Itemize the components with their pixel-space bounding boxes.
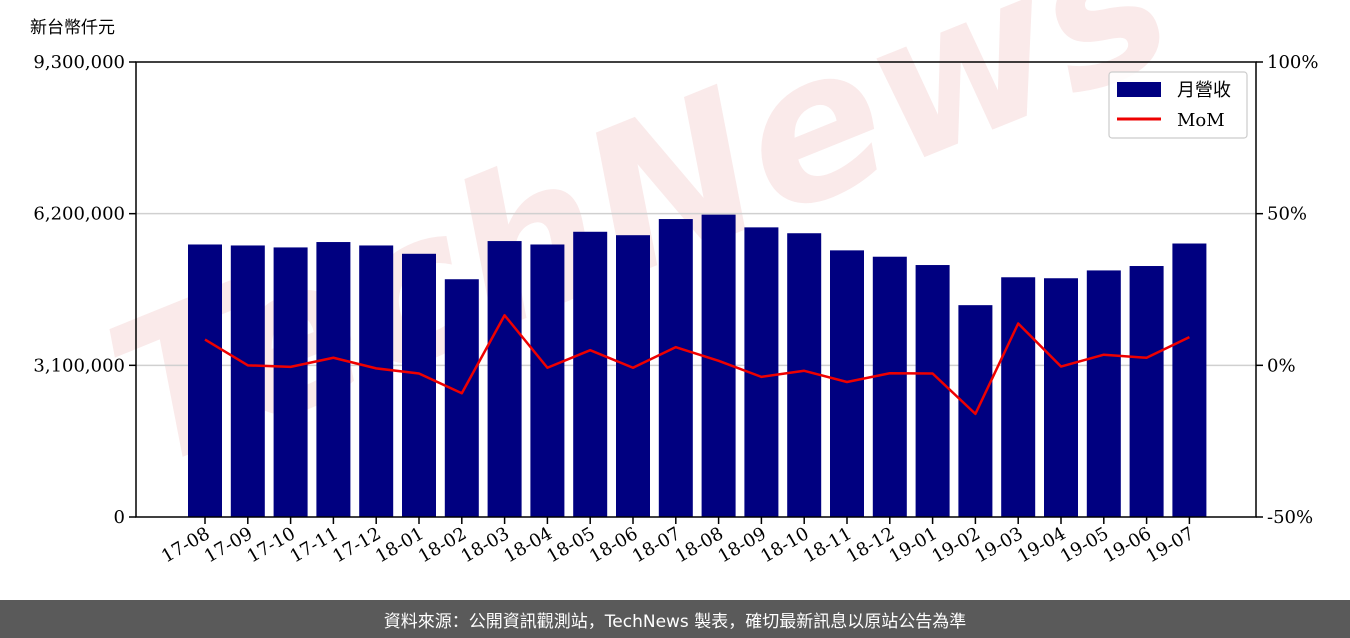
x-tick-label: 17-12	[329, 523, 384, 567]
bar-18-12	[872, 256, 907, 517]
bar-series	[188, 214, 1207, 518]
bar-17-11	[316, 242, 351, 517]
bar-18-06	[616, 235, 650, 517]
y-right-tick-label: 100%	[1267, 52, 1318, 73]
legend-label-mom: MoM	[1177, 110, 1225, 131]
bar-18-02	[444, 279, 479, 517]
x-tick-label: 19-02	[928, 523, 983, 567]
bar-19-05	[1086, 270, 1121, 517]
x-tick-label: 18-10	[757, 523, 812, 567]
y-right-tick-label: 0%	[1267, 355, 1296, 376]
bar-19-03	[1001, 277, 1036, 517]
bar-17-08	[188, 244, 222, 517]
legend-swatch-bar	[1117, 82, 1161, 97]
bar-18-07	[658, 219, 693, 517]
plot-frame	[135, 61, 1257, 518]
y-unit-label: 新台幣仟元	[30, 18, 115, 38]
y-right-tick-label: -50%	[1267, 507, 1313, 528]
x-tick-label: 19-01	[886, 523, 941, 567]
x-tick-label: 18-01	[372, 523, 427, 567]
x-tick-label: 17-11	[286, 523, 341, 567]
legend: 月營收 MoM	[1108, 71, 1248, 139]
bar-17-12	[359, 245, 394, 517]
x-tick-label: 17-10	[244, 523, 299, 567]
mom-line-series	[204, 314, 1190, 416]
bar-19-07	[1172, 243, 1207, 518]
y-right-tick-label: 50%	[1267, 204, 1307, 225]
footer-text: 資料來源：公開資訊觀測站，TechNews 製表，確切最新訊息以原站公告為準	[383, 611, 967, 632]
bar-19-01	[915, 265, 950, 517]
x-tick-label: 18-05	[543, 523, 598, 567]
legend-label-revenue: 月營收	[1177, 80, 1231, 101]
x-tick-label: 19-04	[1014, 523, 1069, 567]
bar-18-11	[830, 250, 864, 517]
x-tick-label: 19-06	[1100, 523, 1155, 567]
x-tick-label: 19-03	[971, 523, 1026, 567]
x-tick-label: 18-12	[843, 523, 898, 567]
bar-18-10	[787, 233, 822, 517]
x-tick-label: 17-09	[201, 523, 256, 567]
source-footer: 資料來源：公開資訊觀測站，TechNews 製表，確切最新訊息以原站公告為準	[0, 600, 1350, 638]
x-tick-label: 18-08	[672, 523, 727, 567]
y-left-tick-label: 9,300,000	[33, 52, 125, 73]
x-tick-label: 19-07	[1142, 523, 1197, 567]
x-tick-label: 18-07	[629, 523, 684, 567]
x-tick-label: 18-09	[714, 523, 769, 567]
mom-line	[204, 314, 1190, 416]
bar-18-04	[530, 244, 565, 517]
x-tick-label: 18-04	[500, 523, 555, 567]
bar-19-06	[1129, 266, 1164, 517]
bar-18-05	[573, 231, 608, 518]
x-tick-label: 18-03	[458, 523, 513, 567]
bar-17-10	[273, 247, 308, 517]
chart: TechNews 03,100,0006,200,0009,300,000-50…	[30, 0, 1318, 567]
bar-17-09	[230, 245, 265, 517]
y-left-tick-label: 0	[114, 507, 125, 528]
x-tick-label: 18-02	[415, 523, 470, 567]
x-tick-label: 18-11	[800, 523, 855, 567]
bar-19-04	[1044, 278, 1078, 517]
y-left-tick-label: 6,200,000	[33, 204, 125, 225]
y-left-tick-label: 3,100,000	[33, 355, 125, 376]
x-tick-label: 18-06	[586, 523, 641, 567]
bar-18-03	[487, 241, 522, 517]
x-tick-label: 17-08	[158, 523, 213, 567]
bar-18-01	[402, 253, 436, 517]
x-tick-label: 19-05	[1057, 523, 1112, 567]
